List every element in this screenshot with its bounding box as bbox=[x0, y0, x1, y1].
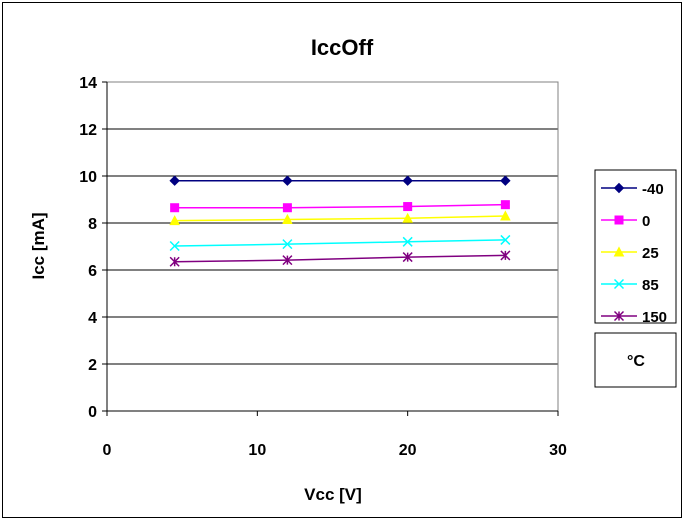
y-tick-label: 14 bbox=[79, 75, 97, 92]
y-tick-label: 0 bbox=[88, 404, 97, 421]
data-point bbox=[402, 175, 413, 186]
x-tick-labels: 0 10 20 30 bbox=[103, 442, 567, 459]
x-tick-label: 0 bbox=[103, 442, 112, 459]
legend-swatch-marker bbox=[614, 215, 624, 225]
legend-box bbox=[594, 169, 677, 324]
series-0 bbox=[170, 200, 510, 213]
legend-label: 150 bbox=[642, 309, 667, 326]
series-line bbox=[174, 203, 506, 209]
legend-swatch-marker bbox=[613, 246, 625, 257]
legend-item: 85 bbox=[601, 277, 659, 294]
legend-item: 0 bbox=[601, 213, 650, 230]
x-tick-label: 10 bbox=[248, 442, 266, 459]
series-25 bbox=[169, 210, 511, 226]
data-point bbox=[282, 239, 293, 250]
data-point bbox=[500, 200, 510, 210]
legend-label: -40 bbox=[642, 181, 664, 198]
series-150 bbox=[169, 250, 511, 267]
data-point bbox=[169, 256, 180, 267]
data-point bbox=[169, 215, 180, 226]
data-point bbox=[170, 203, 180, 213]
legend-item: 25 bbox=[601, 245, 659, 262]
series-group bbox=[169, 175, 511, 267]
data-point bbox=[500, 234, 511, 245]
y-axis-label: Icc [mA] bbox=[29, 212, 48, 279]
data-point bbox=[282, 175, 293, 186]
data-point bbox=[403, 202, 413, 212]
data-point bbox=[169, 175, 180, 186]
legend-item: -40 bbox=[601, 181, 664, 198]
data-point bbox=[500, 250, 511, 261]
y-tick-label: 6 bbox=[88, 263, 97, 280]
y-tick-label: 2 bbox=[88, 357, 97, 374]
axes bbox=[102, 81, 559, 416]
legend-label: 85 bbox=[642, 277, 659, 294]
y-tick-label: 10 bbox=[79, 169, 97, 186]
data-point bbox=[402, 212, 413, 223]
series-line bbox=[174, 239, 506, 247]
legend: -40 0 25 85 150 bbox=[601, 181, 667, 326]
data-point bbox=[169, 240, 180, 252]
y-tick-label: 12 bbox=[79, 122, 97, 139]
data-point bbox=[402, 236, 413, 247]
series-85 bbox=[169, 234, 511, 252]
legend-label: 0 bbox=[642, 213, 650, 230]
series--40 bbox=[169, 175, 511, 186]
legend-label: 25 bbox=[642, 245, 659, 262]
legend-swatch-marker bbox=[613, 182, 625, 194]
legend-swatch-marker bbox=[613, 278, 625, 290]
unit-box bbox=[594, 332, 677, 388]
y-tick-labels: 0 2 4 6 8 10 12 14 bbox=[79, 75, 97, 421]
data-point bbox=[500, 175, 511, 186]
series-line bbox=[174, 215, 506, 222]
series-line bbox=[174, 254, 506, 263]
legend-unit-label: °C bbox=[627, 353, 645, 370]
x-axis-label: Vcc [V] bbox=[304, 485, 362, 504]
y-tick-label: 8 bbox=[88, 216, 97, 233]
chart-title: IccOff bbox=[311, 35, 374, 60]
x-tick-label: 20 bbox=[399, 442, 417, 459]
x-tick-label: 30 bbox=[549, 442, 567, 459]
y-tick-label: 4 bbox=[88, 310, 97, 327]
data-point bbox=[282, 255, 293, 266]
data-point bbox=[282, 213, 293, 224]
legend-swatch-marker bbox=[613, 310, 625, 322]
data-point bbox=[282, 203, 292, 213]
data-point bbox=[500, 210, 511, 221]
data-point bbox=[402, 252, 413, 263]
legend-item: 150 bbox=[601, 309, 667, 326]
